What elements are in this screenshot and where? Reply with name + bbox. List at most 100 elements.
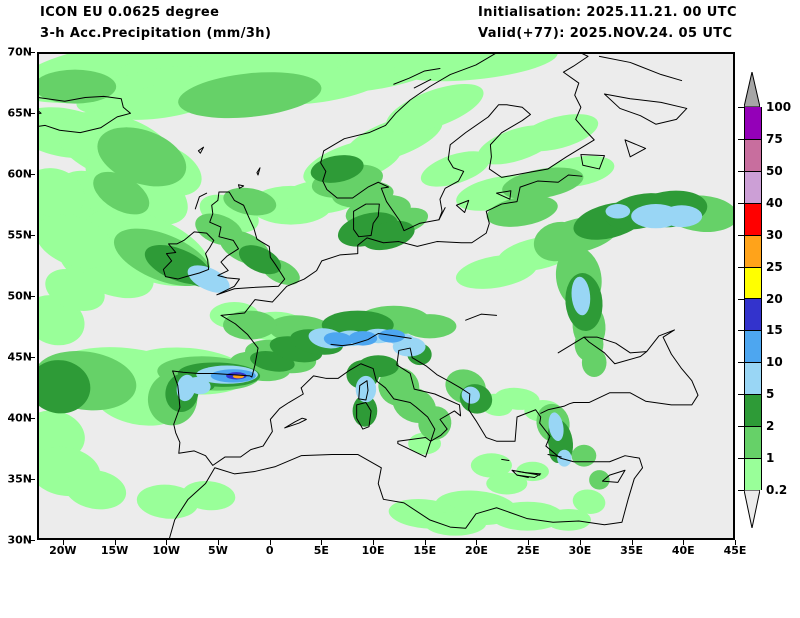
- x-tick: [579, 540, 581, 545]
- precip-cell-5: [355, 375, 377, 403]
- x-tick: [476, 540, 478, 545]
- y-tick-label-40n: 40N: [7, 411, 32, 425]
- colorbar-label-15: 15: [766, 323, 783, 338]
- colorbar-band-15: [745, 298, 761, 331]
- coastline-segment: [455, 199, 470, 213]
- precip-cell-5: [187, 265, 230, 293]
- coastline-layer: [39, 54, 699, 538]
- precip-cell-1: [418, 406, 452, 440]
- coastline-segment: [237, 184, 245, 189]
- precip-cell-5: [186, 376, 211, 395]
- precip-cell-0.2: [39, 168, 85, 219]
- colorbar-band-25: [745, 234, 761, 267]
- coastline-segment: [172, 174, 583, 378]
- colorbar-band-20: [745, 266, 761, 299]
- colorbar-label-5: 5: [766, 387, 775, 402]
- y-tick-label-30n: 30N: [7, 533, 32, 547]
- precip-cell-1: [571, 444, 597, 467]
- precip-cell-2: [352, 395, 378, 427]
- colorbar-band-2: [745, 394, 761, 427]
- precip-cell-0.2: [424, 511, 487, 536]
- colorbar-band-5: [745, 362, 761, 395]
- precip-cell-1: [502, 167, 584, 200]
- colorbar-label-25: 25: [766, 259, 783, 274]
- precip-cell-0.2: [491, 501, 564, 531]
- map-plot-area: [37, 52, 735, 540]
- colorbar-above-max-arrow: [744, 72, 760, 107]
- y-tick: [30, 235, 35, 236]
- coastline-segment: [194, 192, 208, 210]
- colorbar-label-10: 10: [766, 355, 783, 370]
- coastline-segment: [603, 93, 688, 125]
- colorbar-label-40: 40: [766, 195, 783, 210]
- coastline-segment: [356, 402, 372, 430]
- colorbar-tick: [738, 362, 744, 364]
- colorbar-label-75: 75: [766, 131, 783, 146]
- x-tick: [269, 540, 271, 545]
- y-tick-label-50n: 50N: [7, 289, 32, 303]
- x-tick: [424, 540, 426, 545]
- coastline-segment: [284, 417, 307, 429]
- y-tick: [30, 479, 35, 480]
- y-tick-label-45n: 45N: [7, 350, 32, 364]
- colorbar-band-75: [745, 107, 761, 139]
- coastline-segment: [330, 332, 412, 347]
- x-tick-label-15w: 15W: [100, 544, 129, 557]
- coastline-segment: [197, 146, 205, 154]
- precip-cell-1: [97, 127, 187, 187]
- x-tick-label-20e: 20E: [465, 544, 488, 557]
- colorbar[interactable]: [744, 107, 762, 490]
- x-tick-label-10w: 10W: [152, 544, 180, 557]
- colorbar-below-min-arrow: [744, 490, 760, 528]
- precip-cell-1: [589, 470, 610, 490]
- x-tick: [735, 540, 736, 545]
- y-tick: [30, 418, 35, 419]
- x-tick: [321, 540, 323, 545]
- precip-cell-0.2: [45, 268, 105, 311]
- x-tick-label-5w: 5W: [208, 544, 228, 557]
- colorbar-label-1: 1: [766, 451, 775, 466]
- x-tick: [166, 540, 168, 545]
- x-tick: [217, 540, 219, 545]
- precip-cell-0.2: [572, 489, 606, 514]
- coastline-segment: [540, 329, 699, 414]
- coastline-segment: [393, 67, 441, 85]
- colorbar-tick: [738, 394, 744, 396]
- x-tick: [528, 540, 530, 545]
- precip-cell-0.2: [518, 114, 599, 152]
- x-tick-label-40e: 40E: [671, 544, 695, 557]
- precip-cell-2: [238, 245, 282, 275]
- precip-cell-1: [581, 348, 607, 378]
- precipitation-map: [39, 54, 733, 538]
- coastline-segment: [601, 469, 626, 483]
- colorbar-tick: [738, 298, 744, 300]
- colorbar-tick: [738, 170, 744, 172]
- precip-cell-1: [533, 221, 583, 262]
- coastline-segment: [438, 207, 446, 221]
- y-tick: [30, 296, 35, 297]
- precip-cell-1: [93, 171, 150, 215]
- field-title: 3-h Acc.Precipitation (mm/3h): [40, 26, 272, 41]
- coastline-segment: [465, 313, 498, 321]
- x-tick: [62, 540, 64, 545]
- x-tick: [114, 540, 116, 545]
- y-tick-label-60n: 60N: [7, 167, 32, 181]
- coastline-segment: [209, 191, 286, 296]
- y-tick-label-55n: 55N: [7, 228, 32, 242]
- precipitation-field: [39, 54, 733, 536]
- valid-time: Valid(+77): 2025.NOV.24. 05 UTC: [478, 26, 733, 41]
- precip-cell-0.2: [181, 481, 236, 511]
- colorbar-label-0.2: 0.2: [766, 483, 788, 497]
- y-tick-label-65n: 65N: [7, 106, 32, 120]
- colorbar-tick: [738, 330, 744, 332]
- colorbar-tick: [738, 202, 744, 204]
- precip-cell-0.2: [65, 469, 127, 510]
- coastline-segment: [598, 55, 683, 82]
- precip-cell-1: [402, 314, 457, 339]
- coastline-segment: [169, 347, 644, 538]
- coastline-segment: [580, 153, 605, 170]
- precip-cell-0.2: [386, 83, 484, 133]
- x-tick-label-5e: 5E: [313, 544, 329, 557]
- colorbar-tick: [738, 107, 744, 108]
- precip-cell-5: [461, 386, 480, 404]
